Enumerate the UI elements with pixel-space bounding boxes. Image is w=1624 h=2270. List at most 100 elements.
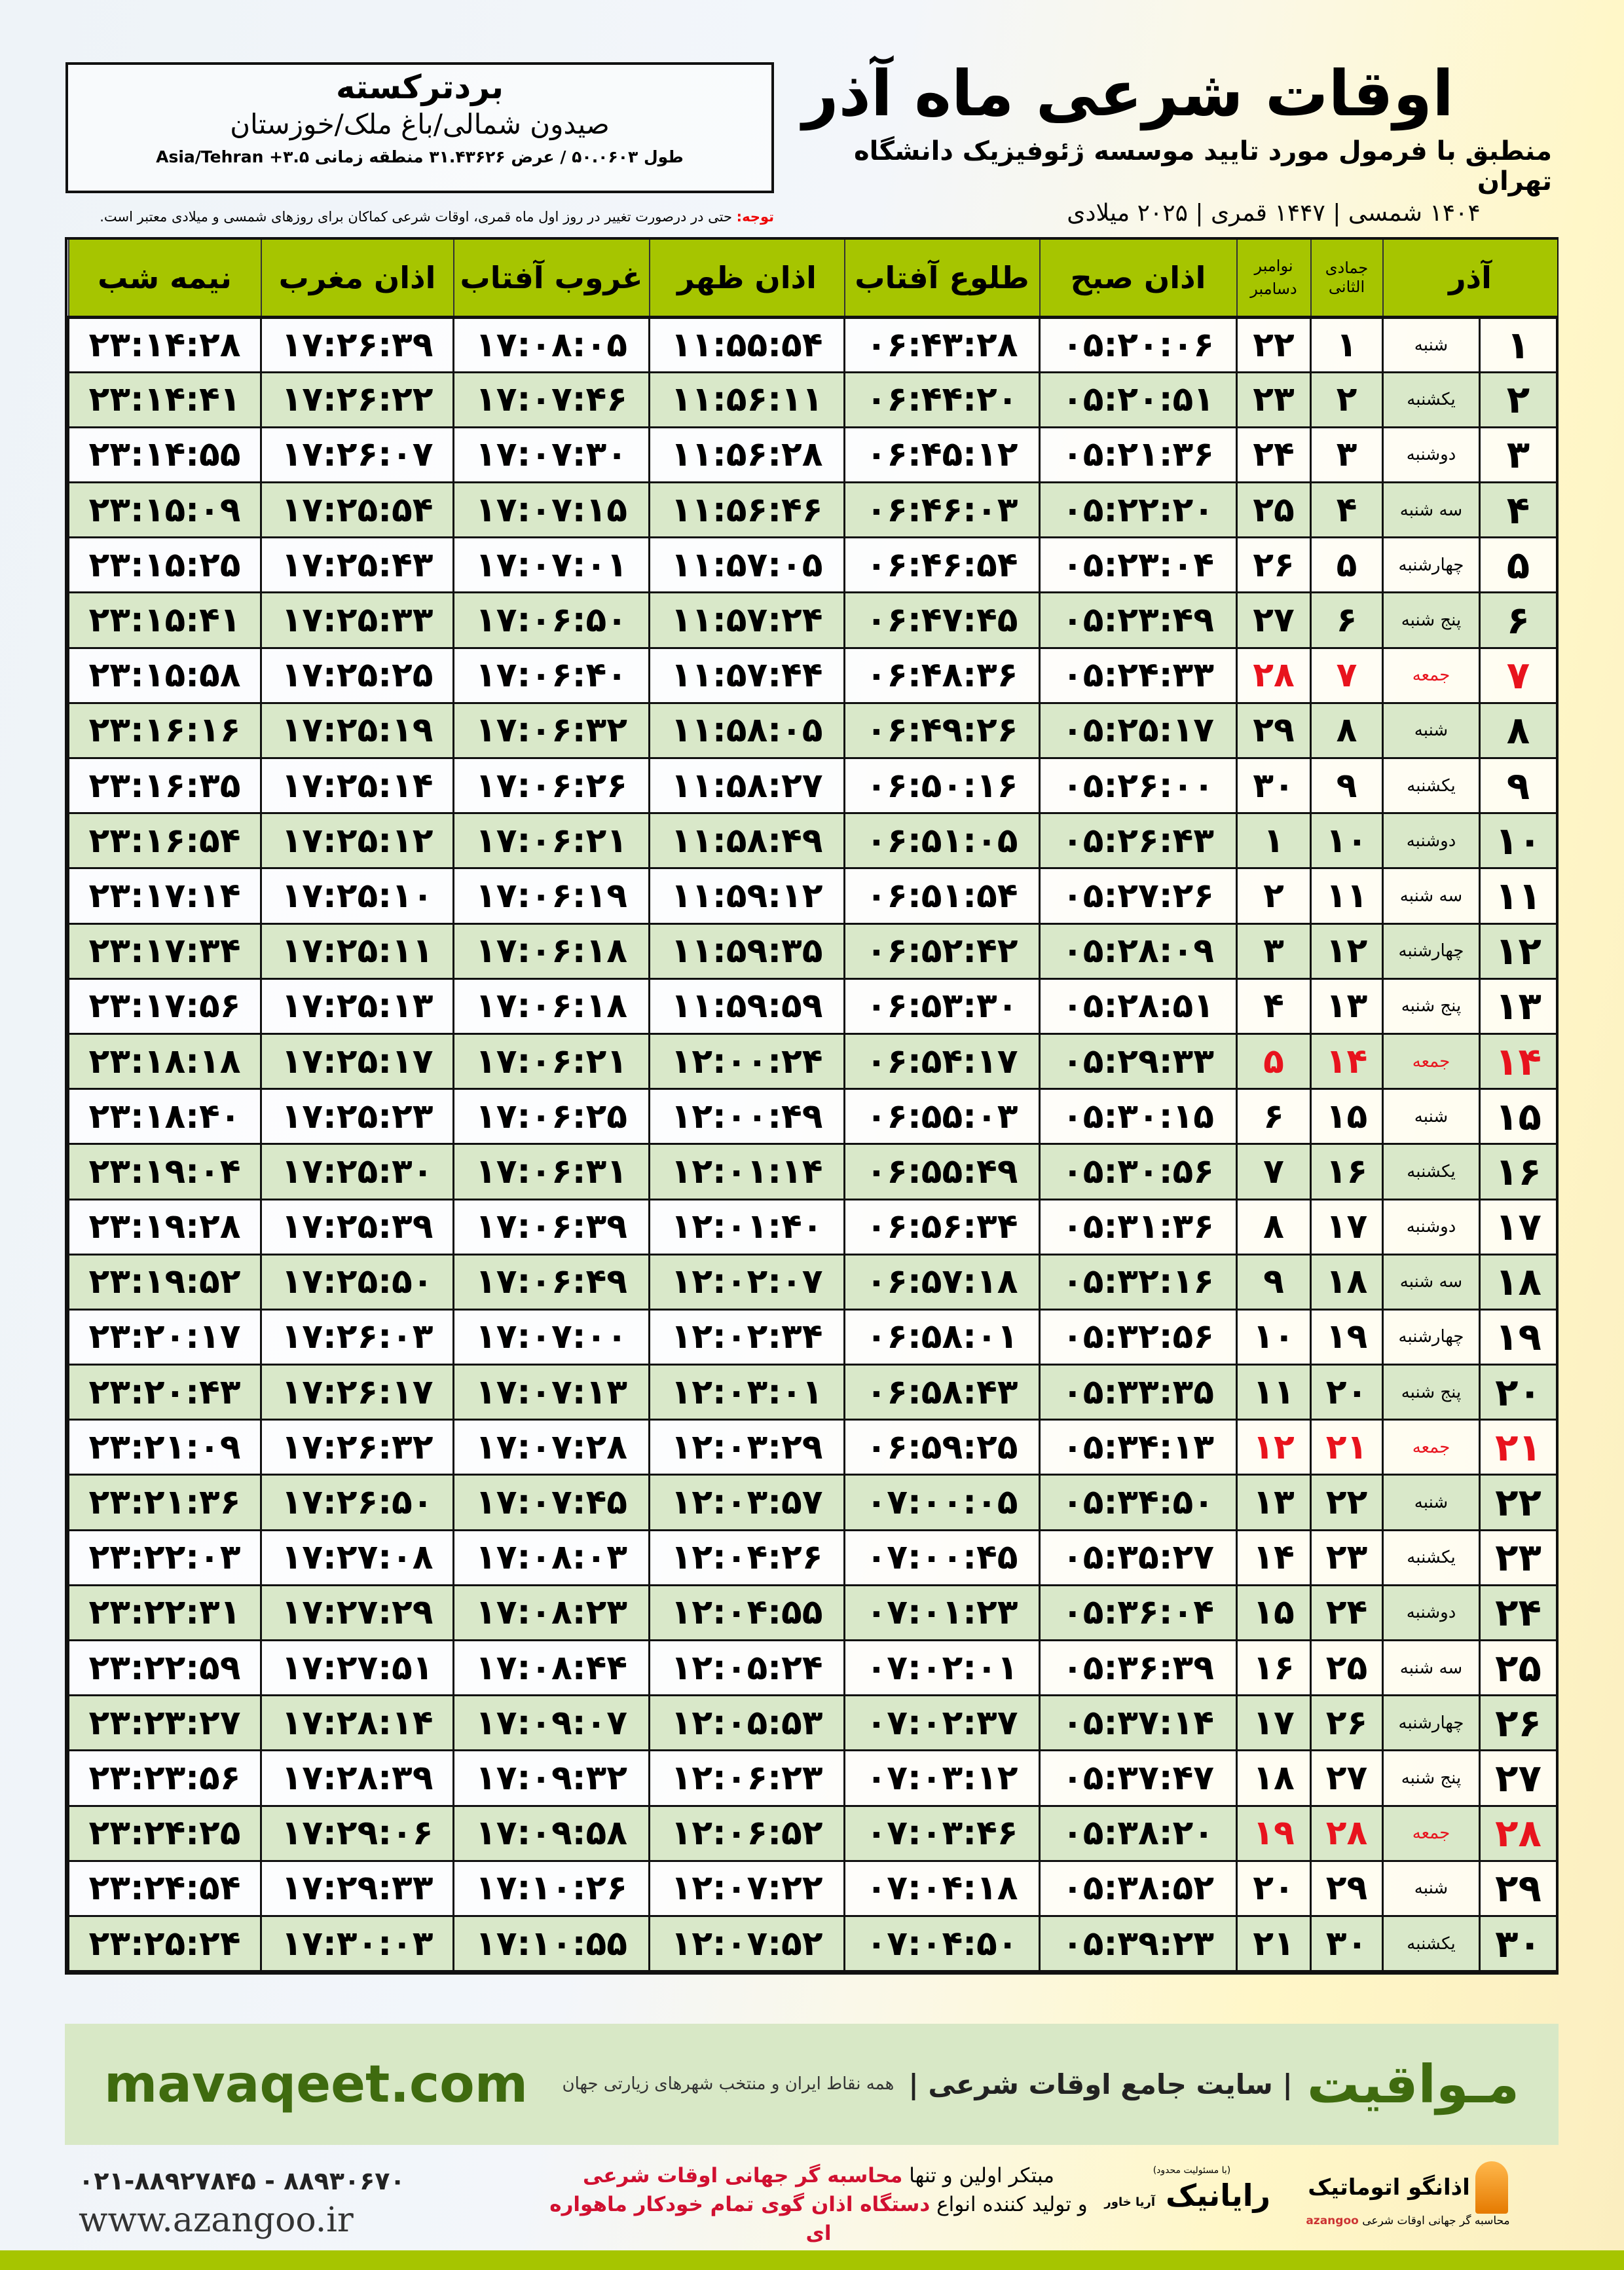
- midnight-cell: ۲۳:۱۵:۴۱: [67, 591, 262, 649]
- dhuhr-cell: ۱۱:۵۷:۴۴: [648, 646, 845, 704]
- hijri-day-cell: ۱۶: [1310, 1143, 1384, 1200]
- midnight-cell: ۲۳:۱۵:۰۹: [67, 481, 262, 539]
- dhuhr-cell: ۱۲:۰۴:۲۶: [648, 1529, 845, 1586]
- mavaqeet-tagline: | سایت جامع اوقات شرعی |: [908, 2068, 1293, 2100]
- maghrib-cell: ۱۷:۲۵:۳۹: [260, 1198, 454, 1256]
- fajr-cell: ۰۵:۲۸:۵۱: [1039, 977, 1238, 1035]
- sunset-cell: ۱۷:۰۷:۱۵: [452, 481, 650, 539]
- dhuhr-cell: ۱۲:۰۳:۲۹: [648, 1419, 845, 1476]
- day-number-cell: ۱۶: [1478, 1143, 1559, 1200]
- sunrise-cell: ۰۶:۴۸:۳۶: [843, 646, 1041, 704]
- maghrib-cell: ۱۷:۲۵:۱۹: [260, 701, 454, 760]
- dhuhr-cell: ۱۲:۰۱:۱۴: [648, 1143, 845, 1200]
- mavaqeet-url[interactable]: mavaqeet.com: [104, 2055, 528, 2114]
- header-month: آذر: [1382, 240, 1557, 319]
- location-region: صیدون شمالی/باغ ملک/خوزستان: [230, 108, 610, 140]
- table-row: ۲۳:۲۲:۳۱ ۱۷:۲۷:۲۹ ۱۷:۰۸:۲۳ ۱۲:۰۴:۵۵ ۰۷:۰۱:۲۳…: [67, 1584, 1559, 1642]
- hijri-day-cell: ۶: [1310, 591, 1384, 649]
- maghrib-cell: ۱۷:۲۵:۱۷: [260, 1032, 454, 1090]
- gregorian-day-cell: ۴: [1236, 977, 1312, 1035]
- header-dhuhr: اذان ظهر: [648, 240, 845, 319]
- table-row: ۲۳:۱۵:۵۸ ۱۷:۲۵:۲۵ ۱۷:۰۶:۴۰ ۱۱:۵۷:۴۴ ۰۶:۴۸:۳۶…: [67, 646, 1559, 704]
- azangoo-sub: محاسبه گر جهانی اوقات شرعی: [1362, 2214, 1510, 2227]
- gregorian-day-cell: ۲۷: [1236, 591, 1312, 649]
- hijri-day-cell: ۳۰: [1310, 1914, 1384, 1973]
- sunset-cell: ۱۷:۰۶:۳۹: [452, 1198, 650, 1256]
- fajr-cell: ۰۵:۲۹:۳۳: [1039, 1032, 1238, 1090]
- dhuhr-cell: ۱۱:۵۹:۳۵: [648, 922, 845, 980]
- header-november: نوامبر: [1254, 256, 1293, 275]
- sunrise-cell: ۰۶:۵۷:۱۸: [843, 1253, 1041, 1311]
- hijri-day-cell: ۲۶: [1310, 1694, 1384, 1752]
- sunset-cell: ۱۷:۰۸:۰۳: [452, 1529, 650, 1586]
- maghrib-cell: ۱۷:۲۵:۲۵: [260, 646, 454, 704]
- sunrise-cell: ۰۷:۰۳:۱۲: [843, 1749, 1041, 1807]
- maghrib-cell: ۱۷:۲۶:۲۲: [260, 371, 454, 428]
- day-number-cell: ۱۵: [1478, 1088, 1559, 1145]
- maghrib-cell: ۱۷:۲۹:۰۶: [260, 1804, 454, 1862]
- table-row: ۲۳:۱۴:۲۸ ۱۷:۲۶:۳۹ ۱۷:۰۸:۰۵ ۱۱:۵۵:۵۴ ۰۶:۴۳:۲۸…: [67, 316, 1559, 373]
- midnight-cell: ۲۳:۱۴:۲۸: [67, 316, 262, 373]
- mavaqeet-logo: مـواقیت: [1306, 2054, 1519, 2115]
- hijri-day-cell: ۲۸: [1310, 1804, 1384, 1862]
- weekday-cell: یکشنبه: [1382, 371, 1481, 428]
- day-number-cell: ۲۸: [1478, 1804, 1559, 1862]
- fajr-cell: ۰۵:۲۶:۰۰: [1039, 756, 1238, 815]
- midnight-cell: ۲۳:۲۴:۲۵: [67, 1804, 262, 1862]
- gregorian-day-cell: ۲۱: [1236, 1914, 1312, 1973]
- midnight-cell: ۲۳:۱۴:۴۱: [67, 371, 262, 428]
- sunset-cell: ۱۷:۰۹:۳۲: [452, 1749, 650, 1807]
- table-row: ۲۳:۲۱:۰۹ ۱۷:۲۶:۳۲ ۱۷:۰۷:۲۸ ۱۲:۰۳:۲۹ ۰۶:۵۹:۲۵…: [67, 1419, 1559, 1476]
- location-name: بردترکسته: [335, 68, 504, 106]
- gregorian-day-cell: ۲۴: [1236, 426, 1312, 484]
- weekday-cell: چهارشنبه: [1382, 922, 1481, 980]
- hijri-day-cell: ۱۸: [1310, 1253, 1384, 1311]
- gregorian-day-cell: ۲۹: [1236, 701, 1312, 760]
- day-number-cell: ۸: [1478, 701, 1559, 760]
- hijri-day-cell: ۲۰: [1310, 1364, 1384, 1421]
- fajr-cell: ۰۵:۳۰:۱۵: [1039, 1088, 1238, 1145]
- fajr-cell: ۰۵:۳۷:۴۷: [1039, 1749, 1238, 1807]
- weekday-cell: شنبه: [1382, 701, 1481, 760]
- header-gregorian: نوامبر دسامبر: [1236, 240, 1311, 319]
- hijri-day-cell: ۱۴: [1310, 1032, 1384, 1090]
- day-number-cell: ۲۶: [1478, 1694, 1559, 1752]
- gregorian-day-cell: ۳: [1236, 922, 1312, 980]
- hijri-day-cell: ۸: [1310, 701, 1384, 760]
- location-coords: طول ۵۰.۰۶۰۳ / عرض ۳۱.۴۳۶۲۶ منطقه زمانی ۳…: [156, 147, 684, 167]
- midnight-cell: ۲۳:۱۸:۱۸: [67, 1032, 262, 1090]
- azangoo-url[interactable]: www.azangoo.ir: [79, 2201, 354, 2240]
- rayanik-sub: آریا خاور: [1104, 2195, 1156, 2210]
- sunrise-cell: ۰۶:۵۶:۳۴: [843, 1198, 1041, 1256]
- promo-line1b: محاسبه گر جهانی اوقات شرعی: [583, 2164, 903, 2187]
- sunset-cell: ۱۷:۰۶:۱۹: [452, 867, 650, 925]
- table-row: ۲۳:۲۰:۴۳ ۱۷:۲۶:۱۷ ۱۷:۰۷:۱۳ ۱۲:۰۳:۰۱ ۰۶:۵۸:۴۳…: [67, 1364, 1559, 1421]
- day-number-cell: ۱۲: [1478, 922, 1559, 980]
- maghrib-cell: ۱۷:۲۵:۳۰: [260, 1143, 454, 1200]
- midnight-cell: ۲۳:۱۶:۳۵: [67, 756, 262, 815]
- weekday-cell: یکشنبه: [1382, 1914, 1481, 1973]
- table-row: ۲۳:۲۳:۵۶ ۱۷:۲۸:۳۹ ۱۷:۰۹:۳۲ ۱۲:۰۶:۲۳ ۰۷:۰۳:۱۲…: [67, 1749, 1559, 1807]
- maghrib-cell: ۱۷:۲۸:۳۹: [260, 1749, 454, 1807]
- fajr-cell: ۰۵:۲۵:۱۷: [1039, 701, 1238, 760]
- fajr-cell: ۰۵:۲۶:۴۳: [1039, 812, 1238, 870]
- rayanik-logo: (با مسئولیت محدود) رایانیک آریا خاور: [1104, 2165, 1270, 2230]
- dhuhr-cell: ۱۱:۵۵:۵۴: [648, 316, 845, 373]
- header-hijri: جمادی الثانی: [1310, 240, 1383, 319]
- sunrise-cell: ۰۷:۰۰:۰۵: [843, 1474, 1041, 1531]
- fajr-cell: ۰۵:۳۸:۲۰: [1039, 1804, 1238, 1862]
- day-number-cell: ۲۹: [1478, 1859, 1559, 1917]
- dhuhr-cell: ۱۲:۰۰:۴۹: [648, 1088, 845, 1145]
- fajr-cell: ۰۵:۳۶:۳۹: [1039, 1639, 1238, 1697]
- sunset-cell: ۱۷:۰۹:۵۸: [452, 1804, 650, 1862]
- hijri-day-cell: ۵: [1310, 536, 1384, 594]
- day-number-cell: ۱۰: [1478, 812, 1559, 870]
- dhuhr-cell: ۱۱:۵۹:۱۲: [648, 867, 845, 925]
- fajr-cell: ۰۵:۳۹:۲۳: [1039, 1914, 1238, 1973]
- sunset-cell: ۱۷:۰۶:۳۱: [452, 1143, 650, 1200]
- gregorian-day-cell: ۲۵: [1236, 481, 1312, 539]
- midnight-cell: ۲۳:۲۵:۲۴: [67, 1914, 262, 1973]
- gregorian-day-cell: ۳۰: [1236, 756, 1312, 815]
- maghrib-cell: ۱۷:۲۷:۵۱: [260, 1639, 454, 1697]
- promo-line1a: مبتکر اولین و تنها: [902, 2164, 1054, 2187]
